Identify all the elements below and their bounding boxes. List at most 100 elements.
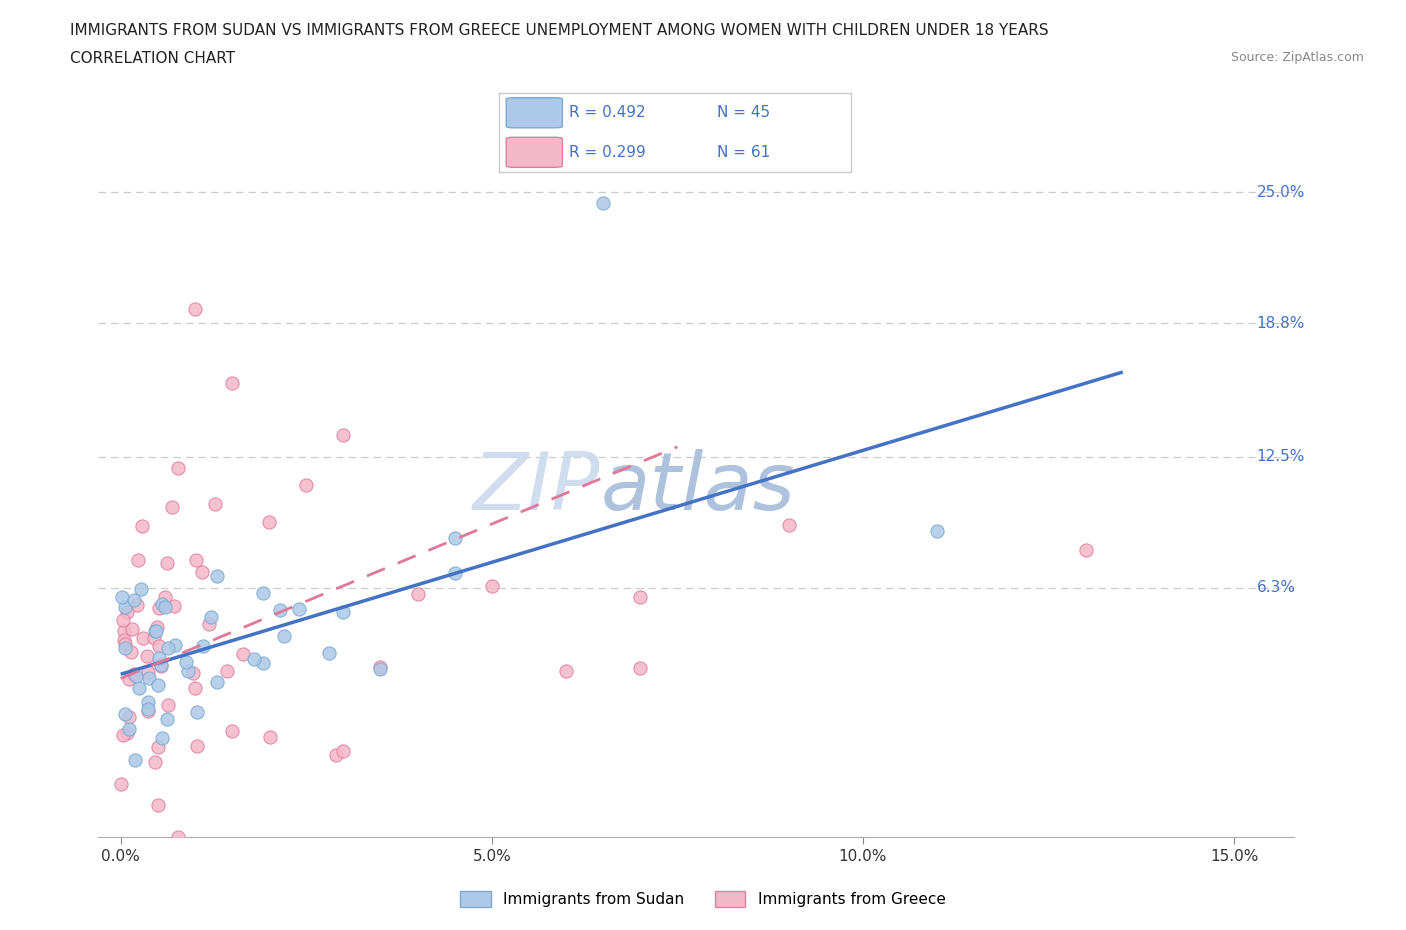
Point — [124, 666, 146, 681]
Text: N = 45: N = 45 — [717, 105, 770, 120]
Point — [200, 609, 222, 624]
Point — [118, 710, 141, 724]
Point — [628, 660, 651, 675]
Point — [215, 663, 238, 678]
Point — [167, 461, 190, 476]
Point — [115, 726, 138, 741]
Point — [114, 600, 136, 615]
Point — [157, 698, 180, 712]
Point — [165, 637, 187, 652]
Point — [259, 730, 281, 745]
Point — [481, 578, 503, 593]
Point — [150, 730, 173, 745]
Point — [257, 514, 280, 529]
Text: IMMIGRANTS FROM SUDAN VS IMMIGRANTS FROM GREECE UNEMPLOYMENT AMONG WOMEN WITH CH: IMMIGRANTS FROM SUDAN VS IMMIGRANTS FROM… — [70, 23, 1049, 38]
Point — [114, 637, 136, 652]
Point — [155, 711, 177, 726]
Point — [370, 661, 392, 676]
Point — [176, 655, 198, 670]
Legend: Immigrants from Sudan, Immigrants from Greece: Immigrants from Sudan, Immigrants from G… — [454, 884, 952, 913]
Point — [111, 590, 134, 604]
Point — [252, 656, 274, 671]
Text: ZIP: ZIP — [472, 449, 600, 527]
Point — [136, 704, 159, 719]
Point — [167, 830, 190, 844]
Text: 12.5%: 12.5% — [1257, 449, 1305, 464]
Text: N = 61: N = 61 — [717, 145, 770, 160]
Point — [124, 592, 146, 607]
Point — [318, 645, 340, 660]
Point — [127, 552, 149, 567]
Text: Source: ZipAtlas.com: Source: ZipAtlas.com — [1230, 51, 1364, 64]
Point — [443, 565, 465, 580]
Point — [114, 707, 136, 722]
Point — [162, 599, 184, 614]
FancyBboxPatch shape — [506, 98, 562, 127]
Point — [125, 669, 148, 684]
Point — [198, 617, 221, 631]
Text: 25.0%: 25.0% — [1257, 185, 1305, 200]
Point — [287, 602, 309, 617]
Point — [114, 641, 136, 656]
Point — [136, 665, 159, 680]
Point — [406, 587, 429, 602]
Point — [273, 629, 295, 644]
FancyBboxPatch shape — [506, 138, 562, 167]
Point — [148, 600, 170, 615]
Point — [186, 704, 208, 719]
Text: atlas: atlas — [600, 449, 796, 527]
Point — [146, 798, 169, 813]
Point — [204, 497, 226, 512]
Point — [146, 619, 169, 634]
Point — [370, 659, 392, 674]
Point — [186, 552, 208, 567]
Point — [145, 623, 167, 638]
Point — [184, 301, 207, 316]
Point — [118, 721, 141, 736]
Text: 6.3%: 6.3% — [1257, 580, 1295, 595]
Point — [111, 727, 134, 742]
Point — [778, 518, 800, 533]
Point — [332, 744, 354, 759]
Point — [332, 604, 354, 619]
Point — [153, 590, 176, 604]
Point — [153, 600, 176, 615]
Point — [325, 748, 347, 763]
Point — [112, 624, 135, 639]
Point — [207, 569, 229, 584]
Point — [628, 590, 651, 604]
Point — [252, 585, 274, 600]
Point — [1074, 542, 1097, 557]
Point — [186, 738, 208, 753]
Point — [295, 477, 318, 492]
Point — [143, 623, 166, 638]
Point — [110, 777, 132, 791]
Point — [112, 633, 135, 648]
Point — [148, 650, 170, 665]
Point — [143, 631, 166, 645]
Point — [232, 646, 254, 661]
Point — [138, 695, 160, 710]
Point — [143, 754, 166, 769]
Point — [443, 530, 465, 545]
Point — [555, 664, 578, 679]
Point — [243, 651, 266, 666]
Point — [191, 638, 214, 653]
Point — [149, 658, 172, 672]
Point — [150, 596, 173, 611]
Point — [120, 644, 142, 659]
Point — [124, 752, 146, 767]
Point — [156, 640, 179, 655]
Point — [150, 658, 173, 673]
Point — [115, 604, 138, 619]
Point — [191, 565, 214, 580]
Point — [146, 739, 169, 754]
Point — [205, 674, 228, 689]
Point — [156, 556, 179, 571]
Point — [148, 638, 170, 653]
Text: R = 0.492: R = 0.492 — [569, 105, 645, 120]
Point — [177, 664, 200, 679]
Point — [592, 195, 614, 210]
Point — [111, 613, 134, 628]
Point — [138, 671, 160, 685]
